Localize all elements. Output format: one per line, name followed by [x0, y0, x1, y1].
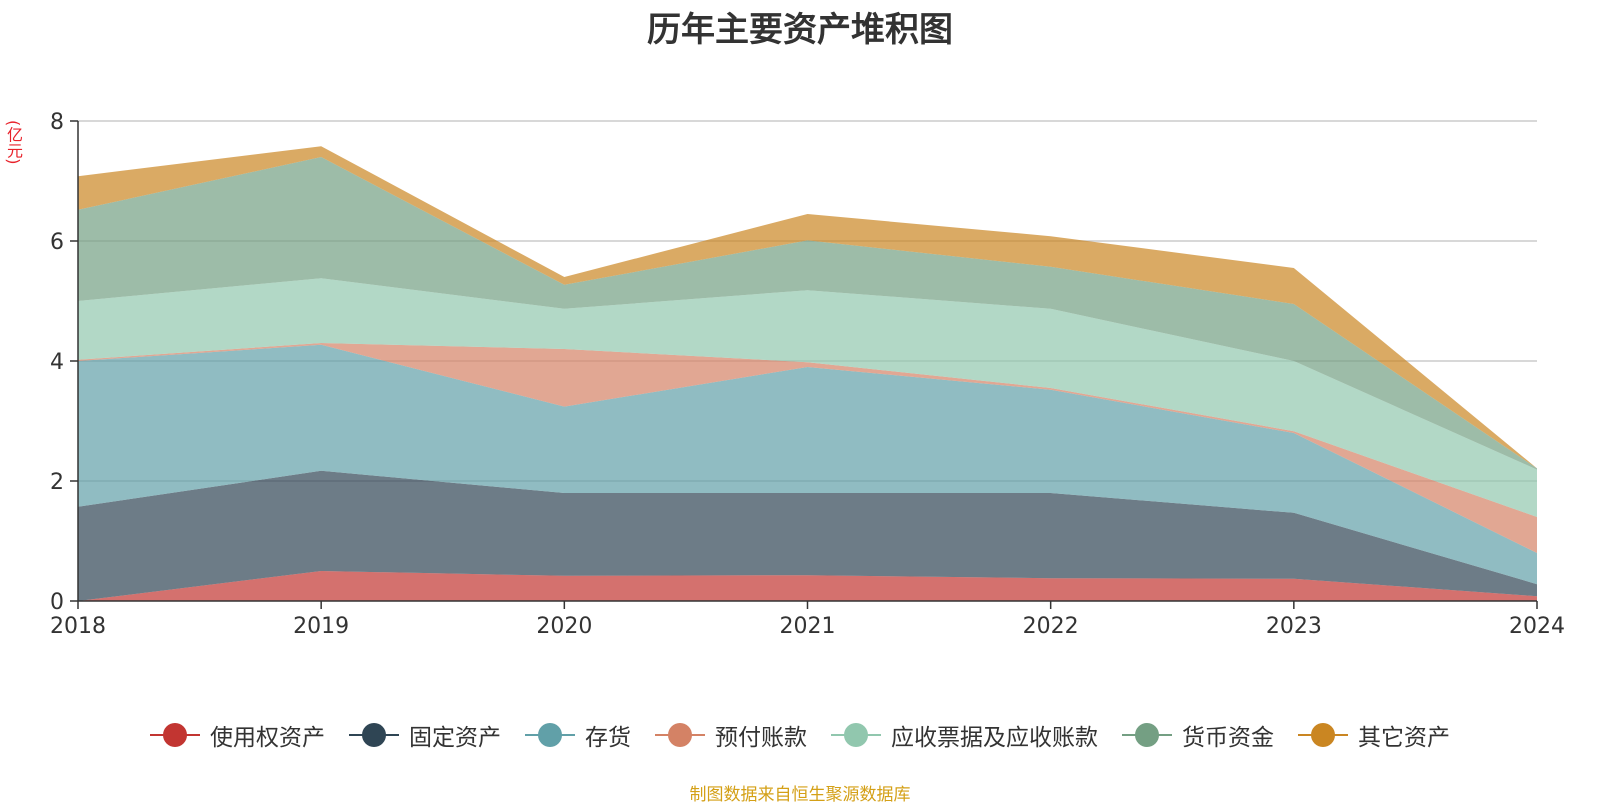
legend-item[interactable]: 使用权资产 [150, 718, 325, 752]
x-tick-label: 2020 [536, 614, 592, 639]
y-tick-label: 8 [50, 110, 64, 135]
x-tick-label: 2024 [1509, 614, 1565, 639]
stacked-area-chart: 0 2 4 6 8 2018 2019 2020 2021 2022 2023 2024 [50, 110, 1565, 639]
legend-label: 使用权资产 [210, 725, 325, 751]
legend: 使用权资产 固定资产 存货 预付账款 应收票据及应收账款 货币资金 其它资产 [0, 718, 1600, 752]
legend-marker-icon [150, 722, 200, 748]
legend-label: 货币资金 [1182, 725, 1274, 751]
area-series [78, 146, 1537, 601]
legend-marker-icon [831, 722, 881, 748]
y-tick-label: 6 [50, 230, 64, 255]
chart-title: 历年主要资产堆积图 [647, 10, 953, 50]
legend-item[interactable]: 应收票据及应收账款 [831, 718, 1098, 752]
x-tick-label: 2023 [1266, 614, 1322, 639]
legend-marker-icon [1122, 722, 1172, 748]
y-tick-label: 2 [50, 470, 64, 495]
area-series-4 [78, 278, 1537, 517]
axes: 0 2 4 6 8 2018 2019 2020 2021 2022 2023 2024 [50, 110, 1565, 639]
x-tick-label: 2021 [780, 614, 836, 639]
area-series-1 [78, 470, 1537, 601]
legend-label: 应收票据及应收账款 [891, 725, 1098, 751]
legend-marker-icon [525, 722, 575, 748]
legend-item[interactable]: 存货 [525, 718, 631, 752]
legend-label: 预付账款 [715, 725, 807, 751]
y-axis-unit-label: (亿元) [4, 120, 23, 165]
x-tick-label: 2019 [293, 614, 349, 639]
legend-label: 其它资产 [1358, 725, 1450, 751]
x-tick-label: 2022 [1023, 614, 1079, 639]
data-source-footer: 制图数据来自恒生聚源数据库 [689, 785, 911, 805]
legend-item[interactable]: 固定资产 [349, 718, 501, 752]
legend-item[interactable]: 预付账款 [655, 718, 807, 752]
y-tick-label: 4 [50, 350, 64, 375]
legend-label: 固定资产 [409, 725, 501, 751]
y-tick-label: 0 [50, 590, 64, 615]
legend-marker-icon [655, 722, 705, 748]
legend-marker-icon [1298, 722, 1348, 748]
legend-item[interactable]: 其它资产 [1298, 718, 1450, 752]
x-tick-label: 2018 [50, 614, 106, 639]
area-series-2 [78, 344, 1537, 585]
legend-marker-icon [349, 722, 399, 748]
area-series-5 [78, 157, 1537, 470]
legend-label: 存货 [585, 725, 631, 751]
legend-item[interactable]: 货币资金 [1122, 718, 1274, 752]
